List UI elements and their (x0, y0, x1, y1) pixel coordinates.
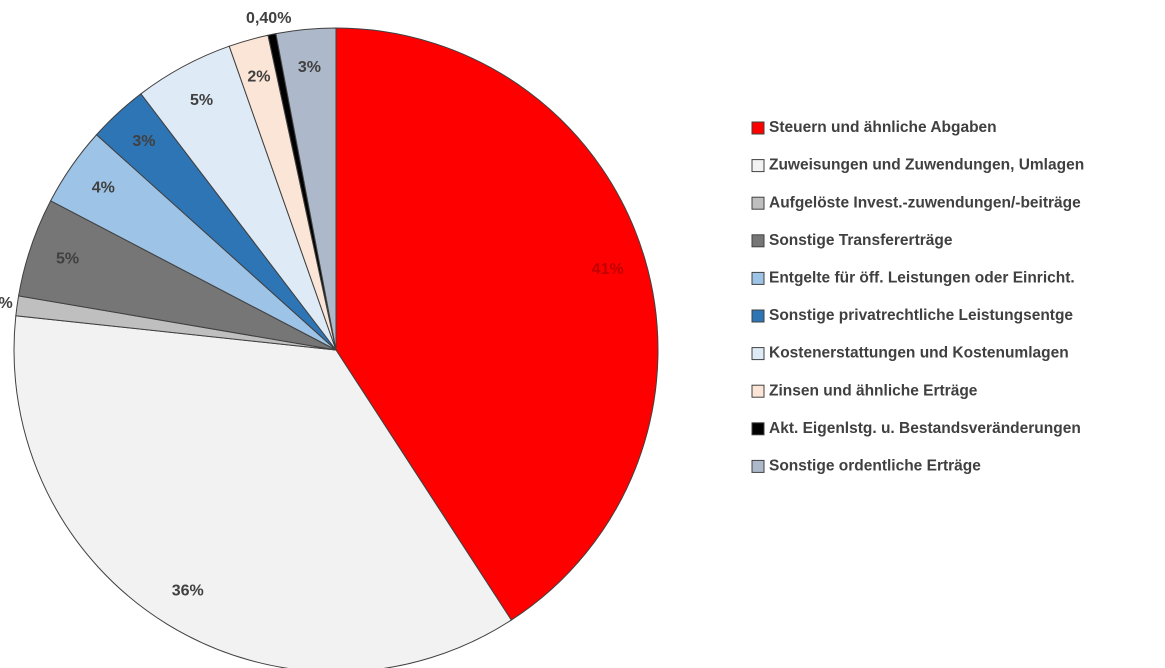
legend-label: Entgelte für öff. Leistungen oder Einric… (769, 269, 1075, 286)
legend-swatch (751, 159, 765, 173)
data-label: 36% (172, 583, 204, 600)
legend-label: Sonstige privatrechtliche Leistungsentge (769, 307, 1073, 324)
legend-label: Kostenerstattungen und Kostenumlagen (769, 345, 1069, 362)
legend-swatch (751, 309, 765, 323)
data-label: 0,40% (246, 10, 291, 27)
data-label: 41% (592, 261, 624, 278)
legend-label: Aufgelöste Invest.-zuwendungen/-beiträge (769, 194, 1081, 211)
legend-label: Sonstige Transfererträge (769, 232, 953, 249)
legend-swatch (751, 121, 765, 135)
data-label: 5% (190, 92, 213, 109)
data-label: 2% (247, 69, 270, 86)
data-label: 5% (56, 251, 79, 268)
legend-label: Zinsen und ähnliche Erträge (769, 382, 978, 399)
legend-label: Sonstige ordentliche Erträge (769, 457, 981, 474)
data-label: 3% (132, 133, 155, 150)
pie-slice (335, 27, 659, 621)
data-label: 1% (0, 295, 13, 312)
data-label: 3% (298, 59, 321, 76)
legend-label: Zuweisungen und Zuwendungen, Umlagen (769, 157, 1084, 174)
legend-swatch (751, 384, 765, 398)
legend-swatch (751, 196, 765, 210)
pie-slice (13, 315, 513, 668)
legend-swatch (751, 422, 765, 436)
legend-label: Steuern und ähnliche Abgaben (769, 119, 997, 136)
legend-swatch (751, 347, 765, 361)
legend-swatch (751, 234, 765, 248)
legend-label: Akt. Eigenlstg. u. Bestandsveränderungen (769, 420, 1081, 437)
data-label: 4% (92, 180, 115, 197)
legend-swatch (751, 459, 765, 473)
legend-swatch (751, 271, 765, 285)
pie-slice (275, 27, 337, 351)
